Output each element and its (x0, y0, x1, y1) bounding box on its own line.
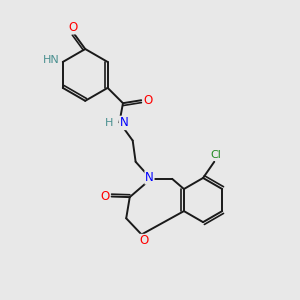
Text: O: O (68, 21, 77, 34)
Text: Cl: Cl (210, 150, 221, 160)
Text: O: O (143, 94, 152, 107)
Text: HN: HN (43, 56, 60, 65)
Text: H: H (105, 118, 113, 128)
Text: N: N (145, 171, 154, 184)
Text: O: O (140, 235, 149, 248)
Text: N: N (119, 116, 128, 129)
Text: O: O (100, 190, 109, 203)
